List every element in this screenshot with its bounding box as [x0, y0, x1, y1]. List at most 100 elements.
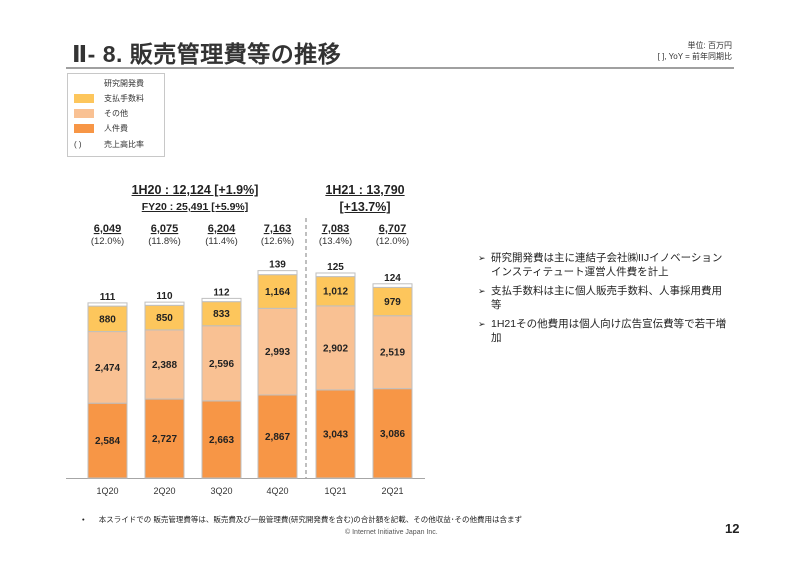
segment-value-label: 2,474	[95, 363, 120, 374]
x-tick-label: 1Q21	[324, 486, 346, 496]
segment-value-label: 880	[99, 314, 116, 325]
total-label: 6,204	[208, 223, 236, 235]
legend-label: 売上高比率	[104, 139, 144, 149]
segment-value-label: 850	[156, 313, 173, 324]
segment-value-label: 3,043	[323, 429, 348, 440]
bar-rd-segment	[257, 270, 298, 276]
legend-swatch-rd	[74, 78, 94, 88]
segment-value-label: 2,388	[152, 360, 177, 371]
unit-note: 単位: 百万円 [ ], YoY = 前年同期比	[658, 40, 732, 62]
total-label: 7,163	[264, 223, 292, 235]
segment-value-label: 2,584	[95, 436, 120, 447]
bar-other-segment	[315, 305, 356, 391]
x-tick-label: 3Q20	[210, 486, 232, 496]
bar-fees-segment	[201, 301, 242, 327]
title-divider	[66, 67, 734, 69]
sales-ratio-label: (12.0%)	[376, 236, 409, 247]
arrow-bullet-icon: ➢	[478, 319, 486, 329]
bar-personnel-segment	[201, 400, 242, 479]
legend-item-other: その他	[74, 106, 128, 120]
bar-rd-segment	[315, 272, 356, 278]
segment-value-label: 2,663	[209, 435, 234, 446]
bar-other-segment	[144, 329, 185, 400]
segment-value-label: 2,867	[265, 432, 290, 443]
note-text: 支払手数料は主に個人販売手数料、人事採用費用等	[491, 285, 722, 311]
x-tick-label: 1Q20	[96, 486, 118, 496]
sales-ratio-label: (12.0%)	[91, 236, 124, 247]
rd-value-label: 110	[156, 291, 173, 302]
summary-1h20: 1H20 : 12,124 [+1.9%]	[131, 183, 259, 197]
legend-item-personnel: 人件費	[74, 121, 128, 135]
legend-item-ratio: ( ) 売上高比率	[74, 137, 144, 151]
segment-value-label: 2,727	[152, 434, 177, 445]
note-text: 研究開発費は主に連結子会社㈱IIJイノベーションインスティテュート運営人件費を計…	[491, 252, 723, 278]
segment-value-label: 1,164	[265, 287, 290, 298]
legend-label: その他	[104, 108, 128, 118]
bar-fees-segment	[257, 274, 298, 309]
x-tick-label: 2Q21	[381, 486, 403, 496]
chart-legend: 研究開発費 支払手数料 その他 人件費 ( ) 売上高比率	[67, 73, 165, 157]
bar-rd-segment	[372, 283, 413, 288]
footnote-text: 本スライドでの 販売管理費等は、販売費及び一般管理費(研究開発費を含む)の合計額…	[98, 515, 523, 524]
segment-value-label: 1,012	[323, 287, 348, 298]
segment-value-label: 833	[213, 309, 230, 320]
total-label: 6,049	[94, 223, 122, 235]
bar-personnel-segment	[87, 402, 128, 479]
copyright: © Internet Initiative Japan Inc.	[345, 529, 438, 536]
footnote-bullet: •	[82, 515, 85, 524]
segment-value-label: 979	[384, 297, 401, 308]
bar-fees-segment	[144, 304, 185, 331]
footnote: • 本スライドでの 販売管理費等は、販売費及び一般管理費(研究開発費を含む)の合…	[82, 514, 522, 525]
page-title: Ⅱ- 8. 販売管理費等の推移	[72, 41, 342, 67]
bar-fees-segment	[87, 305, 128, 333]
arrow-bullet-icon: ➢	[478, 253, 486, 263]
unit-label: 単位: 百万円	[687, 41, 732, 50]
bar-fees-segment	[372, 286, 413, 317]
legend-item-fees: 支払手数料	[74, 91, 144, 105]
legend-swatch-fees	[74, 93, 94, 103]
bar-other-segment	[87, 331, 128, 404]
bar-rd-segment	[144, 301, 185, 306]
arrow-bullet-icon: ➢	[478, 286, 486, 296]
bar-personnel-segment	[144, 398, 185, 479]
total-label: 6,707	[379, 223, 407, 235]
bar-personnel-segment	[315, 389, 356, 479]
rd-value-label: 125	[327, 262, 344, 273]
summary-1h21-yoy: [+13.7%]	[339, 200, 391, 214]
bar-fees-segment	[315, 276, 356, 307]
page-number: 12	[725, 521, 740, 536]
segment-value-label: 2,993	[265, 347, 290, 358]
total-label: 7,083	[322, 223, 350, 235]
bar-personnel-segment	[372, 388, 413, 479]
sales-ratio-label: (11.8%)	[148, 236, 181, 247]
total-label: 6,075	[151, 223, 179, 235]
note-text: 1H21その他費用は個人向け広告宣伝費等で若干増加	[491, 318, 727, 344]
legend-label: 支払手数料	[104, 93, 144, 103]
rd-value-label: 139	[269, 260, 286, 271]
yoy-label: [ ], YoY = 前年同期比	[657, 52, 732, 61]
segment-value-label: 3,086	[380, 429, 405, 440]
note-item: ➢ 1H21その他費用は個人向け広告宣伝費等で若干増加	[478, 317, 728, 345]
rd-value-label: 112	[213, 287, 230, 298]
segment-value-label: 2,596	[209, 359, 234, 370]
sales-ratio-label: (11.4%)	[205, 236, 238, 247]
x-tick-label: 4Q20	[266, 486, 288, 496]
legend-swatch-personnel	[74, 123, 94, 133]
bar-personnel-segment	[257, 394, 298, 479]
legend-item-rd: 研究開発費	[74, 76, 144, 90]
note-item: ➢ 研究開発費は主に連結子会社㈱IIJイノベーションインスティテュート運営人件費…	[478, 251, 728, 279]
legend-swatch-other	[74, 108, 94, 118]
sales-ratio-label: (12.6%)	[261, 236, 294, 247]
summary-fy20: FY20 : 25,491 [+5.9%]	[141, 201, 249, 213]
note-item: ➢ 支払手数料は主に個人販売手数料、人事採用費用等	[478, 284, 728, 312]
bar-rd-segment	[87, 302, 128, 307]
segment-value-label: 2,519	[380, 348, 405, 359]
bar-other-segment	[257, 307, 298, 396]
rd-value-label: 124	[384, 273, 401, 284]
ratio-marker: ( )	[74, 139, 82, 149]
x-tick-label: 2Q20	[153, 486, 175, 496]
legend-label: 研究開発費	[104, 78, 144, 88]
rd-value-label: 111	[100, 292, 116, 303]
legend-label: 人件費	[104, 123, 128, 133]
